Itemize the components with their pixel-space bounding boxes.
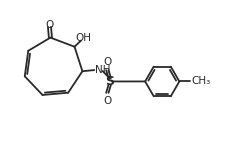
Text: NH: NH: [95, 65, 111, 75]
Text: CH₃: CH₃: [191, 76, 211, 86]
Text: S: S: [105, 75, 114, 88]
Text: O: O: [45, 20, 53, 30]
Text: O: O: [103, 96, 111, 106]
Text: O: O: [103, 57, 111, 67]
Text: OH: OH: [76, 33, 92, 43]
